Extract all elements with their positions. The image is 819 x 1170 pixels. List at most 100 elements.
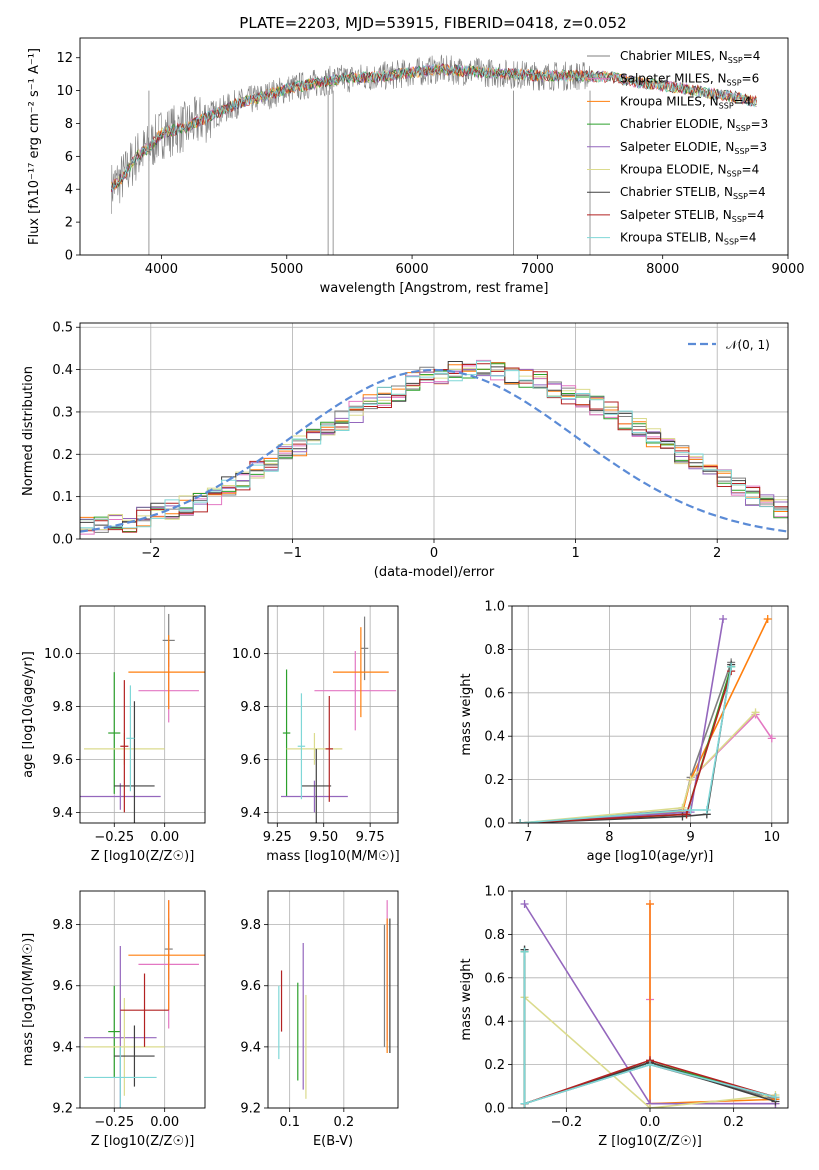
panel-mass_vs_ebv: 0.1 0.2 9.2 9.4 9.6 9.8 E(B-V) [240, 890, 399, 1149]
mass-weight-line [520, 666, 732, 823]
y-tick-label: 0.0 [484, 1102, 505, 1117]
axes-frame [79, 890, 206, 1109]
plot-area-mass_vs_ebv [278, 900, 391, 1099]
y-tick-label: 0.0 [52, 533, 73, 548]
x-tick-label: 7000 [521, 262, 554, 277]
axes-frame [511, 605, 789, 824]
x-axis-label: mass [log10(M/M☉)] [266, 849, 399, 864]
axes-frame [79, 322, 789, 540]
y-tick-label: 0.5 [52, 321, 73, 336]
mass-weight-marker [516, 819, 525, 823]
x-tick-label: −1 [283, 546, 302, 561]
mass-weight-marker [686, 775, 695, 784]
y-tick-label: 0 [65, 249, 73, 264]
figure-title: PLATE=2203, MJD=53915, FIBERID=0418, z=0… [239, 14, 626, 32]
y-tick-label: 0.6 [484, 686, 505, 701]
y-tick-label: 10 [56, 84, 73, 99]
gaussian-curve [80, 368, 788, 533]
x-tick-label: 0.00 [150, 830, 179, 845]
mass-weight-marker [771, 1093, 780, 1102]
x-tick-label: 9.75 [356, 830, 385, 845]
y-tick-label: 9.4 [240, 1040, 261, 1055]
x-tick-label: 8 [605, 830, 613, 845]
plot-area-massweight_vs_z [520, 900, 780, 1108]
y-tick-label: 9.6 [52, 979, 73, 994]
y-tick-label: 1.0 [484, 600, 505, 615]
x-tick-label: 7 [524, 830, 532, 845]
y-tick-label: 0.4 [484, 730, 505, 745]
y-tick-label: 0.6 [484, 971, 505, 986]
x-tick-label: 4000 [145, 262, 178, 277]
legend-label: Kroupa STELIB, NSSP=4 [620, 231, 757, 247]
mass-weight-line [649, 904, 776, 1105]
panel-age_vs_z: −0.25 0.00 9.4 9.6 9.8 10.0 Z [log10(Z/Z☉)] age… [21, 605, 206, 864]
y-tick-label: 9.6 [240, 979, 261, 994]
mass-weight-marker [702, 805, 711, 814]
legend-label: 𝒩(0, 1) [726, 338, 770, 352]
x-tick-label: 0.2 [723, 1115, 744, 1130]
y-tick-label: 9.8 [52, 700, 73, 715]
x-tick-label: 8000 [646, 262, 679, 277]
legend-label: Chabrier STELIB, NSSP=4 [620, 185, 766, 201]
histogram-step-line [80, 362, 788, 530]
y-tick-label: 9.8 [52, 918, 73, 933]
x-axis-label: Z [log10(Z/Z☉)] [598, 1134, 702, 1149]
mass-weight-marker [520, 947, 529, 956]
histogram-step-line [80, 363, 788, 533]
x-tick-label: 9000 [771, 262, 804, 277]
y-tick-label: 0.1 [52, 490, 73, 505]
legend-label: Chabrier ELODIE, NSSP=3 [620, 117, 768, 133]
panel-age_vs_mass: 9.25 9.50 9.75 9.4 9.6 9.8 10.0 mass [log10(M/M… [232, 605, 400, 864]
mass-weight-marker [646, 1060, 654, 1069]
axes-frame [79, 605, 206, 824]
panel-residuals: −2 −1 0 1 2 0.0 0.1 0.2 0.3 0.4 0.5 (data-model)/er… [21, 321, 789, 580]
y-axis-label: age [log10(age/yr)] [21, 651, 36, 778]
legend-label: Chabrier MILES, NSSP=4 [620, 49, 760, 65]
mass-weight-marker [763, 615, 772, 624]
mass-weight-marker [646, 1104, 654, 1108]
mass-weight-line [520, 662, 732, 823]
y-tick-label: 9.2 [240, 1102, 261, 1117]
y-axis-label: mass [log10(M/M☉)] [21, 933, 36, 1066]
mass-weight-marker [727, 662, 736, 671]
plot-area-mass_vs_z [84, 900, 205, 1108]
legend-label: Salpeter MILES, NSSP=6 [620, 72, 759, 88]
x-tick-label: 0.00 [150, 1115, 179, 1130]
legend-label: Kroupa MILES, NSSP=4 [620, 94, 751, 110]
x-tick-label: 2 [713, 546, 721, 561]
y-tick-label: 0.4 [484, 1015, 505, 1030]
x-tick-label: 6000 [396, 262, 429, 277]
x-axis-label: Z [log10(Z/Z☉)] [91, 1134, 195, 1149]
y-tick-label: 9.6 [52, 753, 73, 768]
y-tick-label: 0.8 [484, 643, 505, 658]
mass-weight-line [520, 713, 773, 823]
y-tick-label: 0.3 [52, 405, 73, 420]
y-tick-label: 2 [65, 216, 73, 231]
x-axis-label: Z [log10(Z/Z☉)] [91, 849, 195, 864]
mass-weight-line [649, 904, 776, 1105]
plot-area-residuals [80, 359, 788, 535]
mass-weight-line [520, 664, 732, 823]
x-tick-label: 10 [763, 830, 780, 845]
plot-area-spectrum [110, 54, 758, 255]
y-tick-label: 10.0 [232, 647, 261, 662]
y-tick-label: 0.0 [484, 817, 505, 832]
x-tick-label: 5000 [270, 262, 303, 277]
legend-label: Kroupa ELODIE, NSSP=4 [620, 163, 759, 179]
x-tick-label: 0 [430, 546, 438, 561]
model-spectrum-line [110, 63, 758, 192]
y-tick-label: 6 [65, 150, 73, 165]
mass-weight-marker [682, 810, 691, 819]
mass-weight-marker [686, 805, 695, 814]
y-tick-label: 9.4 [52, 1040, 73, 1055]
x-tick-label: −0.25 [94, 1115, 134, 1130]
y-axis-label: Normed distribution [21, 366, 36, 496]
legend: Chabrier MILES, NSSP=4 Salpeter MILES, NS… [587, 49, 768, 247]
x-tick-label: 1 [571, 546, 579, 561]
y-tick-label: 4 [65, 183, 73, 198]
y-axis-label: Flux [fλ10⁻¹⁷ erg cm⁻² s⁻¹ A⁻¹] [27, 48, 42, 245]
y-tick-label: 1.0 [484, 885, 505, 900]
x-axis-label: age [log10(age/yr)] [587, 849, 714, 864]
x-tick-label: 0.0 [640, 1115, 661, 1130]
y-tick-label: 9.6 [240, 753, 261, 768]
